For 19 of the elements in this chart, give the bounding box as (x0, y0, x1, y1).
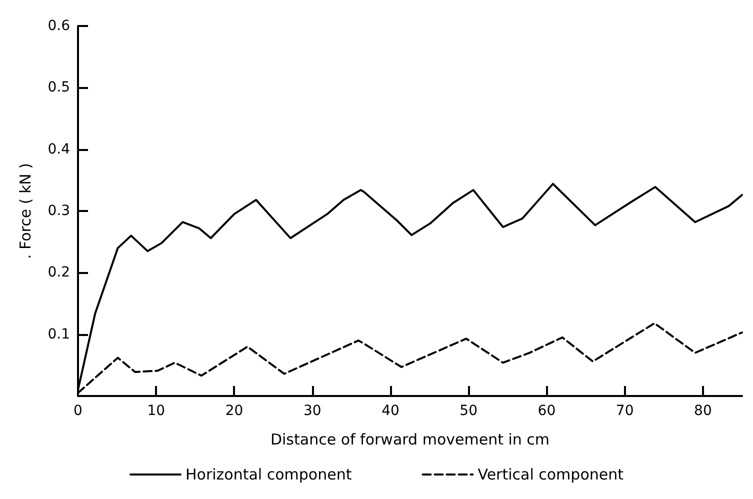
y-tick-label: 0.6 (48, 18, 70, 34)
legend-label: Horizontal component (186, 466, 352, 484)
legend-label: Vertical component (478, 466, 624, 484)
x-tick-label: 0 (74, 403, 82, 419)
y-tick-label: 0.1 (48, 326, 70, 342)
x-tick-label: 50 (460, 403, 478, 419)
y-tick-label: 0.4 (48, 141, 70, 158)
x-tick-label: 30 (303, 403, 322, 419)
x-tick-label: 60 (538, 403, 556, 419)
x-tick-label: 40 (382, 403, 400, 419)
x-tick-label: 10 (147, 403, 166, 419)
y-axis-title: . Force ( kN ) (16, 162, 34, 260)
y-tick-label: 0.2 (48, 264, 70, 281)
x-tick-label: 80 (694, 403, 712, 419)
x-tick-label: 70 (616, 403, 634, 419)
x-axis-title: Distance of forward movement in cm (270, 430, 550, 448)
y-tick-label: 0.3 (48, 203, 70, 219)
x-tick-label: 20 (225, 403, 244, 419)
y-tick-label: 0.5 (48, 80, 70, 96)
